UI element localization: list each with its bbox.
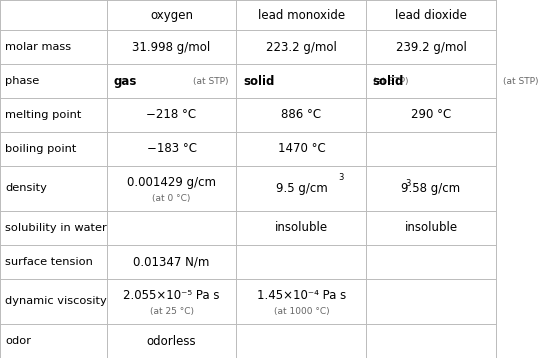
Text: boiling point: boiling point — [5, 144, 76, 154]
Text: 290 °C: 290 °C — [411, 108, 451, 121]
Text: gas: gas — [113, 74, 136, 87]
Text: 9.5 g/cm: 9.5 g/cm — [276, 182, 327, 195]
Text: (at 0 °C): (at 0 °C) — [152, 194, 191, 203]
Text: (at 25 °C): (at 25 °C) — [149, 307, 193, 316]
Text: 239.2 g/mol: 239.2 g/mol — [396, 40, 467, 54]
Text: (at STP): (at STP) — [503, 77, 538, 86]
Text: insoluble: insoluble — [404, 222, 458, 234]
Text: 886 °C: 886 °C — [281, 108, 322, 121]
Text: phase: phase — [5, 76, 39, 86]
Text: molar mass: molar mass — [5, 42, 71, 52]
Text: odorless: odorless — [147, 334, 196, 348]
Text: −183 °C: −183 °C — [147, 142, 197, 155]
Text: surface tension: surface tension — [5, 257, 93, 267]
Text: 0.01347 N/m: 0.01347 N/m — [134, 255, 210, 268]
Text: 3: 3 — [405, 179, 410, 188]
Text: 1.45×10⁻⁴ Pa s: 1.45×10⁻⁴ Pa s — [257, 289, 346, 302]
Text: 223.2 g/mol: 223.2 g/mol — [266, 40, 337, 54]
Text: oxygen: oxygen — [150, 9, 193, 21]
Text: odor: odor — [5, 336, 31, 346]
Text: (at STP): (at STP) — [193, 77, 228, 86]
Text: (at STP): (at STP) — [373, 77, 409, 86]
Text: lead monoxide: lead monoxide — [258, 9, 345, 21]
Text: melting point: melting point — [5, 110, 81, 120]
Text: −218 °C: −218 °C — [147, 108, 197, 121]
Text: 2.055×10⁻⁵ Pa s: 2.055×10⁻⁵ Pa s — [123, 289, 220, 302]
Text: lead dioxide: lead dioxide — [395, 9, 467, 21]
Text: insoluble: insoluble — [275, 222, 328, 234]
Text: 3: 3 — [338, 173, 344, 182]
Text: 1470 °C: 1470 °C — [277, 142, 325, 155]
Text: 9.58 g/cm: 9.58 g/cm — [402, 182, 461, 195]
Text: solubility in water: solubility in water — [5, 223, 107, 233]
Text: dynamic viscosity: dynamic viscosity — [5, 296, 107, 306]
Text: solid: solid — [243, 74, 274, 87]
Text: 0.001429 g/cm: 0.001429 g/cm — [127, 175, 216, 189]
Text: density: density — [5, 183, 47, 193]
Text: solid: solid — [373, 74, 404, 87]
Text: (at 1000 °C): (at 1000 °C) — [274, 307, 329, 316]
Text: 31.998 g/mol: 31.998 g/mol — [132, 40, 210, 54]
